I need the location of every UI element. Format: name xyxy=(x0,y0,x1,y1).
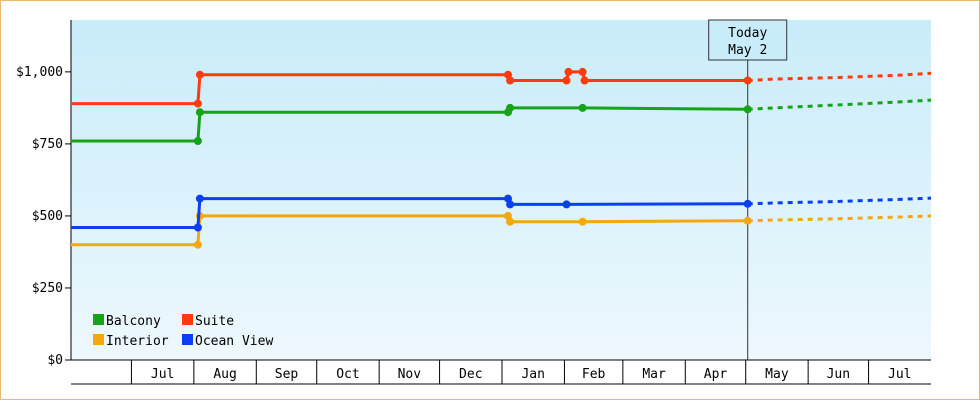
data-point-ocean-view xyxy=(195,194,204,203)
legend-label-balcony: Balcony xyxy=(106,314,161,329)
data-point-interior xyxy=(506,217,515,226)
series-layer xyxy=(71,67,932,249)
plot-area xyxy=(71,20,931,360)
legend: Balcony Suite Interior Ocean View xyxy=(93,314,273,349)
data-point-balcony xyxy=(506,103,515,112)
x-tick-label: Mar xyxy=(642,367,666,382)
data-point-suite xyxy=(743,76,752,85)
data-point-interior xyxy=(578,217,587,226)
y-tick-label: $1,000 xyxy=(16,65,63,80)
y-tick-label: $500 xyxy=(32,209,63,224)
y-tick-label: $750 xyxy=(32,137,63,152)
data-point-suite xyxy=(564,67,573,76)
data-point-balcony xyxy=(578,103,587,112)
forecast-line-ocean-view xyxy=(747,196,932,206)
forecast-line-balcony xyxy=(747,98,932,111)
x-tick-label: Apr xyxy=(704,367,728,382)
y-tick-label: $0 xyxy=(47,353,63,368)
x-tick-label: Jul xyxy=(888,367,911,382)
x-tick-label: Jun xyxy=(827,367,850,382)
data-point-balcony xyxy=(743,105,752,114)
data-point-interior xyxy=(743,216,752,225)
forecast-line-suite xyxy=(747,71,932,82)
legend-swatch-interior xyxy=(93,334,104,345)
today-date-label: May 2 xyxy=(728,43,767,58)
y-tick-label: $250 xyxy=(32,281,63,296)
data-point-balcony xyxy=(195,108,204,117)
data-point-ocean-view xyxy=(743,199,752,208)
series-line-suite xyxy=(71,70,748,106)
data-point-suite xyxy=(193,99,202,108)
data-point-suite xyxy=(506,76,515,85)
legend-swatch-ocean-view xyxy=(182,334,193,345)
legend-label-interior: Interior xyxy=(106,334,169,349)
x-tick-label: Sep xyxy=(275,367,299,382)
today-marker: Today May 2 xyxy=(708,19,788,360)
data-point-balcony xyxy=(193,137,202,145)
data-point-suite xyxy=(578,67,587,76)
x-tick-label: Aug xyxy=(213,367,236,382)
y-axis: $0 $250 $500 $750 $1,000 xyxy=(16,20,72,368)
x-axis: Jul Aug Sep Oct Nov Dec Jan Feb Mar Apr May Jun Jul xyxy=(71,359,931,385)
today-box xyxy=(708,19,788,61)
x-tick-label: Oct xyxy=(336,367,359,382)
legend-swatch-balcony xyxy=(93,314,104,325)
x-tick-label: Jul xyxy=(151,367,174,382)
data-point-ocean-view xyxy=(506,200,515,209)
data-point-interior xyxy=(193,240,202,249)
x-tick-label: Feb xyxy=(582,367,606,382)
forecast-line-interior xyxy=(747,214,932,223)
data-point-ocean-view xyxy=(562,200,571,209)
legend-swatch-suite xyxy=(182,314,193,325)
today-label: Today xyxy=(728,26,767,41)
data-point-suite xyxy=(580,76,589,85)
x-tick-label: May xyxy=(765,367,789,382)
legend-label-suite: Suite xyxy=(195,314,234,329)
data-point-suite xyxy=(562,76,571,85)
x-tick-label: Jan xyxy=(521,367,544,382)
data-point-ocean-view xyxy=(193,223,202,232)
x-tick-label: Nov xyxy=(398,367,422,382)
x-tick-label: Dec xyxy=(459,367,482,382)
data-point-suite xyxy=(195,70,204,79)
legend-label-ocean-view: Ocean View xyxy=(195,334,273,349)
